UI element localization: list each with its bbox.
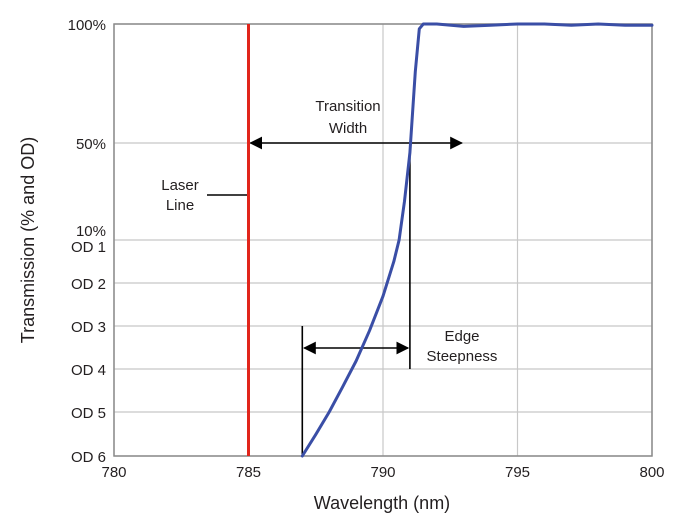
transition-width-label-line1: Transition [315, 98, 380, 115]
y-tick-label: OD 1 [71, 239, 106, 256]
x-tick-label: 790 [370, 464, 395, 481]
y-tick-label: 100% [68, 17, 106, 34]
x-tick-label: 800 [639, 464, 664, 481]
y-tick-label: 10% [76, 223, 106, 240]
laser-line-label-line2: Line [166, 197, 194, 214]
plot-frame [113, 23, 653, 457]
x-tick-label: 780 [101, 464, 126, 481]
y-tick-label: OD 6 [71, 449, 106, 466]
x-axis-title: Wavelength (nm) [314, 493, 450, 513]
y-tick-label: OD 5 [71, 405, 106, 422]
transition-width-label-line2: Width [329, 120, 367, 137]
y-tick-labels: 100% 50% 10%OD 1 OD 2 OD 3 OD 4 OD 5 OD 6 [68, 17, 106, 466]
edge-steepness-label-line2: Steepness [427, 348, 498, 365]
y-tick-label: OD 3 [71, 319, 106, 336]
y-tick-label: OD 2 [71, 276, 106, 293]
y-tick-label: 50% [76, 136, 106, 153]
x-tick-labels: 780 785 790 795 800 [101, 464, 664, 481]
x-tick-label: 795 [505, 464, 530, 481]
grid-lines [113, 23, 653, 457]
y-axis-title: Transmission (% and OD) [18, 137, 38, 343]
y-tick-label: OD 4 [71, 362, 106, 379]
laser-line-label-line1: Laser [161, 177, 199, 194]
edge-steepness-label-line1: Edge [444, 328, 479, 345]
x-tick-label: 785 [236, 464, 261, 481]
transmission-curve [300, 22, 654, 458]
